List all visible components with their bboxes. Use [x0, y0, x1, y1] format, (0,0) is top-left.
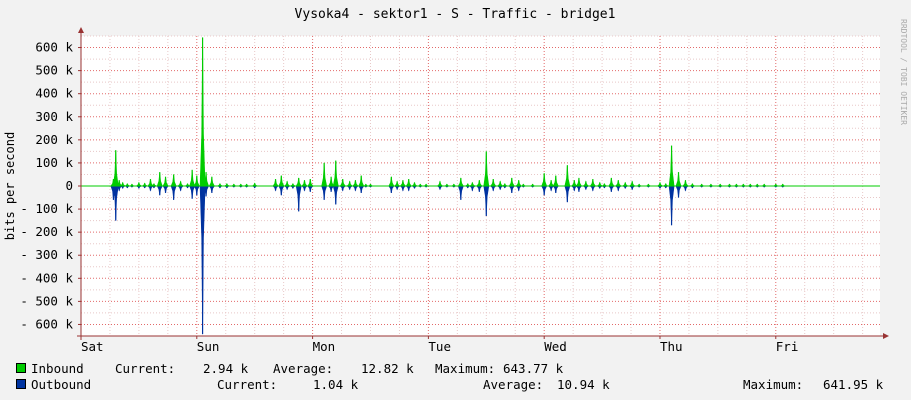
inbound-label: Inbound [31, 360, 84, 376]
chart-title: Vysoka4 - sektor1 - S - Traffic - bridge… [295, 7, 616, 22]
y-tick-label: 300 k [35, 109, 73, 124]
y-tick-label: 600 k [35, 40, 73, 55]
x-tick-label: Wed [544, 339, 567, 354]
x-tick-label: Mon [313, 339, 336, 354]
y-tick-label: - 400 k [20, 270, 73, 285]
x-tick-label: Sun [197, 339, 220, 354]
outbound-average-label: Average: [483, 376, 544, 392]
inbound-average-label: Average: [273, 360, 334, 376]
y-tick-label: 500 k [35, 63, 73, 78]
inbound-current-label: Current: [115, 360, 176, 376]
outbound-current-label: Current: [217, 376, 278, 392]
outbound-maximum-label: Maximum: [743, 376, 804, 392]
y-axis-arrow [78, 27, 84, 33]
y-tick-label: - 100 k [20, 201, 73, 216]
plot-area: - 600 k - 500 k - 400 k - 300 k - 200 k - 100… [20, 27, 889, 354]
outbound-label: Outbound [31, 376, 92, 392]
y-tick-label: - 200 k [20, 224, 73, 239]
y-axis-label: bits per second [3, 132, 17, 240]
outbound-maximum-value: 641.95 k [823, 376, 884, 392]
y-tick-label: - 500 k [20, 293, 73, 308]
inbound-maximum-value: 643.77 k [503, 360, 564, 376]
x-tick-label: Thu [660, 339, 683, 354]
x-tick-label: Sat [81, 339, 104, 354]
outbound-swatch [16, 379, 26, 389]
legend-row-outbound: Outbound Current: 1.04 k Average: 10.94 … [16, 376, 883, 392]
outbound-average-value: 10.94 k [557, 376, 610, 392]
y-tick-label: 100 k [35, 155, 73, 170]
legend-row-inbound: Inbound Current: 2.94 k Average: 12.82 k… [16, 360, 563, 376]
outbound-current-value: 1.04 k [313, 376, 359, 392]
y-tick-label: - 600 k [20, 316, 73, 331]
y-tick-label: - 300 k [20, 247, 73, 262]
x-tick-label: Fri [776, 339, 799, 354]
inbound-maximum-label: Maximum: [435, 360, 496, 376]
y-tick-label: 0 [65, 178, 73, 193]
y-tick-label: 200 k [35, 132, 73, 147]
x-tick-label: Tue [428, 339, 451, 354]
y-tick-label: 400 k [35, 86, 73, 101]
x-axis-arrow [883, 333, 889, 339]
inbound-swatch [16, 363, 26, 373]
inbound-average-value: 12.82 k [361, 360, 414, 376]
rrdtool-watermark: RRDTOOL / TOBI OETIKER [899, 19, 908, 125]
inbound-current-value: 2.94 k [203, 360, 249, 376]
